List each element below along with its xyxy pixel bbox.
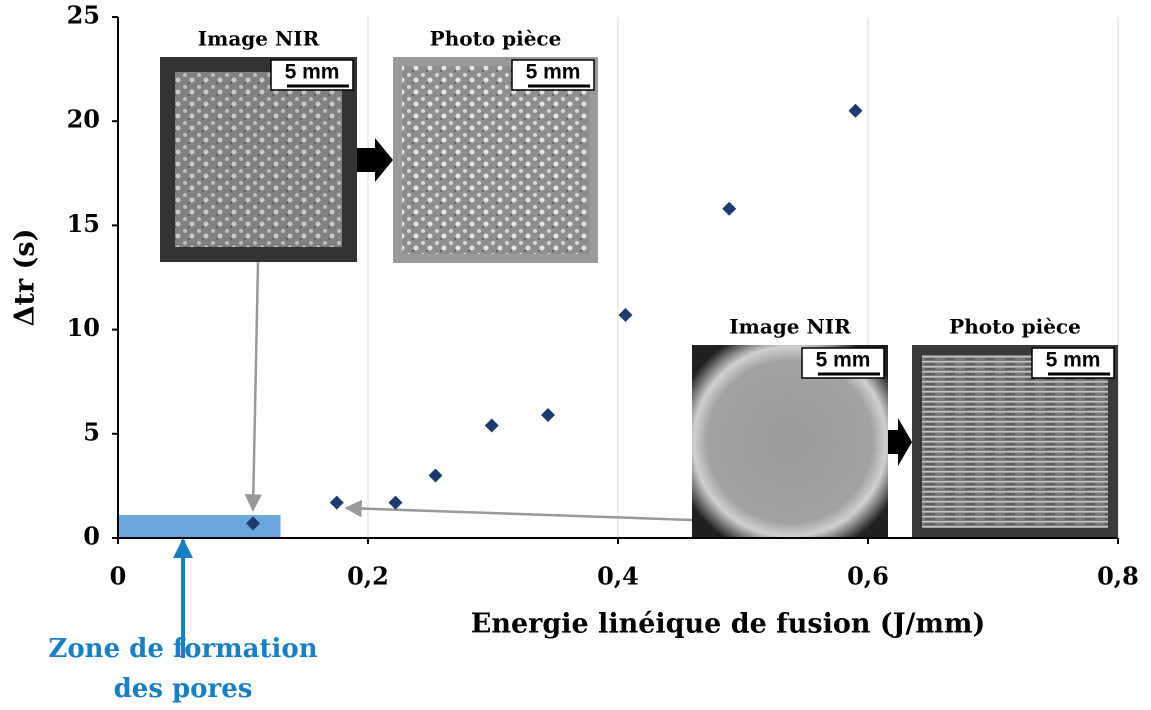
y-tick-label: 25: [67, 1, 100, 30]
y-tick-label: 5: [83, 417, 100, 446]
gray-arrow: [244, 261, 263, 512]
scale-label: 5 mm: [285, 61, 340, 84]
annotation: des pores: [114, 674, 253, 704]
scale-label: 5 mm: [526, 61, 581, 84]
scale-label: 5 mm: [816, 349, 871, 372]
annotation: Zone de formation: [48, 634, 317, 664]
y-axis-title: Δtr (s): [10, 229, 41, 327]
inset-label: Image NIR: [198, 27, 320, 51]
x-axis-title: Energie linéique de fusion (J/mm): [471, 609, 986, 640]
y-tick-label: 20: [67, 105, 100, 134]
scale-label: 5 mm: [1046, 349, 1101, 372]
black-arrow: [888, 418, 912, 466]
y-tick-label: 0: [83, 522, 100, 551]
point: [428, 468, 443, 483]
y-tick-label: 10: [67, 313, 100, 342]
x-tick-label: 0,8: [1097, 562, 1139, 591]
nir-image-texture: [175, 72, 342, 247]
x-tick-label: 0,2: [347, 562, 389, 591]
point: [722, 201, 737, 216]
point: [618, 308, 633, 323]
point: [246, 516, 260, 531]
inset-label: Photo pièce: [430, 27, 562, 51]
point: [388, 495, 403, 510]
marks: [246, 103, 863, 531]
insets: [160, 57, 1118, 538]
photo-image-texture: [402, 66, 589, 254]
inset-label: Photo pièce: [949, 315, 1081, 339]
black-arrow: [357, 138, 393, 182]
y-tick-label: 15: [67, 209, 100, 238]
x-tick-label: 0,6: [847, 562, 889, 591]
point: [848, 103, 863, 118]
photo-image-texture: [922, 355, 1108, 528]
inset-label: Image NIR: [729, 315, 851, 339]
pore-zone: [118, 515, 281, 538]
x-tick-label: 0,4: [597, 562, 639, 591]
gray-arrow: [344, 499, 693, 522]
point: [541, 408, 555, 423]
point: [484, 418, 499, 433]
x-tick-label: 0: [110, 562, 127, 591]
point: [329, 495, 344, 510]
